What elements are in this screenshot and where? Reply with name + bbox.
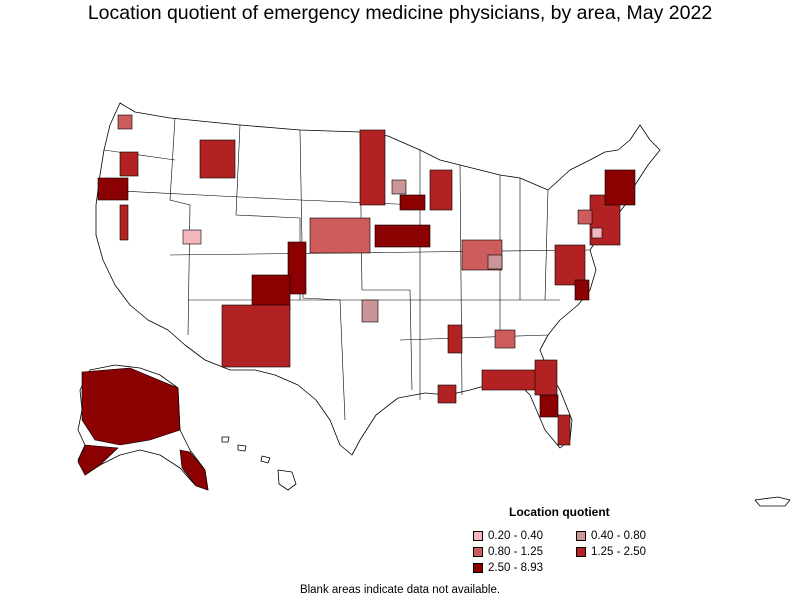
hawaii-island bbox=[277, 469, 297, 491]
area-q5 bbox=[399, 194, 426, 211]
area-q4 bbox=[119, 204, 129, 241]
shaded-areas bbox=[77, 114, 636, 491]
area-q2 bbox=[361, 299, 379, 323]
state-line bbox=[544, 189, 549, 301]
legend-label: 2.50 - 8.93 bbox=[488, 562, 543, 574]
area-q5 bbox=[97, 177, 129, 201]
area-q5 bbox=[179, 449, 209, 491]
area-q2 bbox=[391, 179, 407, 195]
legend-item-2-50-8-93: 2.50 - 8.93 bbox=[473, 562, 543, 574]
puerto-rico bbox=[754, 496, 791, 507]
hawaii-oahu bbox=[237, 444, 247, 452]
area-q4 bbox=[534, 359, 558, 396]
area-q4 bbox=[199, 139, 236, 179]
map-title: Location quotient of emergency medicine … bbox=[87, 2, 713, 24]
area-q4 bbox=[554, 244, 586, 286]
legend-item-1-25-2-50: 1.25 - 2.50 bbox=[576, 546, 646, 558]
area-q4 bbox=[437, 384, 457, 404]
area-q4 bbox=[481, 369, 543, 391]
area-q2 bbox=[487, 254, 503, 270]
state-line bbox=[359, 131, 413, 391]
area-q5 bbox=[81, 367, 181, 446]
state-line bbox=[169, 117, 191, 336]
legend-item-0-40-0-80: 0.40 - 0.80 bbox=[576, 530, 646, 542]
area-q4 bbox=[221, 304, 291, 368]
area-q3 bbox=[117, 114, 133, 130]
area-q5 bbox=[77, 444, 119, 476]
state-line bbox=[103, 149, 176, 161]
area-q4 bbox=[557, 414, 571, 446]
area-q5 bbox=[574, 279, 590, 301]
area-q4 bbox=[447, 324, 463, 354]
legend-item-0-80-1-25: 0.80 - 1.25 bbox=[473, 546, 543, 558]
state-line bbox=[459, 164, 463, 396]
legend-swatch bbox=[576, 531, 586, 541]
footnote: Blank areas indicate data not available. bbox=[299, 584, 501, 596]
area-q5 bbox=[539, 394, 559, 418]
area-q1 bbox=[591, 227, 603, 239]
area-q4 bbox=[429, 169, 453, 211]
state-line bbox=[299, 129, 346, 421]
area-q5 bbox=[604, 169, 636, 206]
legend-label: 0.40 - 0.80 bbox=[591, 530, 646, 542]
area-q5 bbox=[287, 241, 307, 295]
area-q4 bbox=[119, 151, 139, 177]
area-q3 bbox=[309, 217, 371, 254]
legend-item-0-20-0-40: 0.20 - 0.40 bbox=[473, 530, 543, 542]
area-q1 bbox=[182, 229, 202, 245]
legend-swatch bbox=[473, 563, 483, 573]
legend-swatch bbox=[576, 547, 586, 557]
area-q5 bbox=[251, 274, 291, 311]
legend-title: Location quotient bbox=[509, 505, 610, 519]
legend-label: 0.80 - 1.25 bbox=[488, 546, 543, 558]
state-line bbox=[399, 334, 549, 341]
area-q4 bbox=[359, 129, 386, 206]
legend-label: 0.20 - 0.40 bbox=[488, 530, 543, 542]
area-q3 bbox=[577, 209, 593, 225]
hawaii-maui bbox=[260, 455, 271, 464]
map-land bbox=[77, 102, 791, 507]
legend-swatch bbox=[473, 531, 483, 541]
legend-swatch bbox=[473, 547, 483, 557]
area-q5 bbox=[374, 224, 431, 248]
area-q3 bbox=[494, 329, 516, 349]
legend-label: 1.25 - 2.50 bbox=[591, 546, 646, 558]
hawaii-kauai bbox=[221, 436, 230, 443]
